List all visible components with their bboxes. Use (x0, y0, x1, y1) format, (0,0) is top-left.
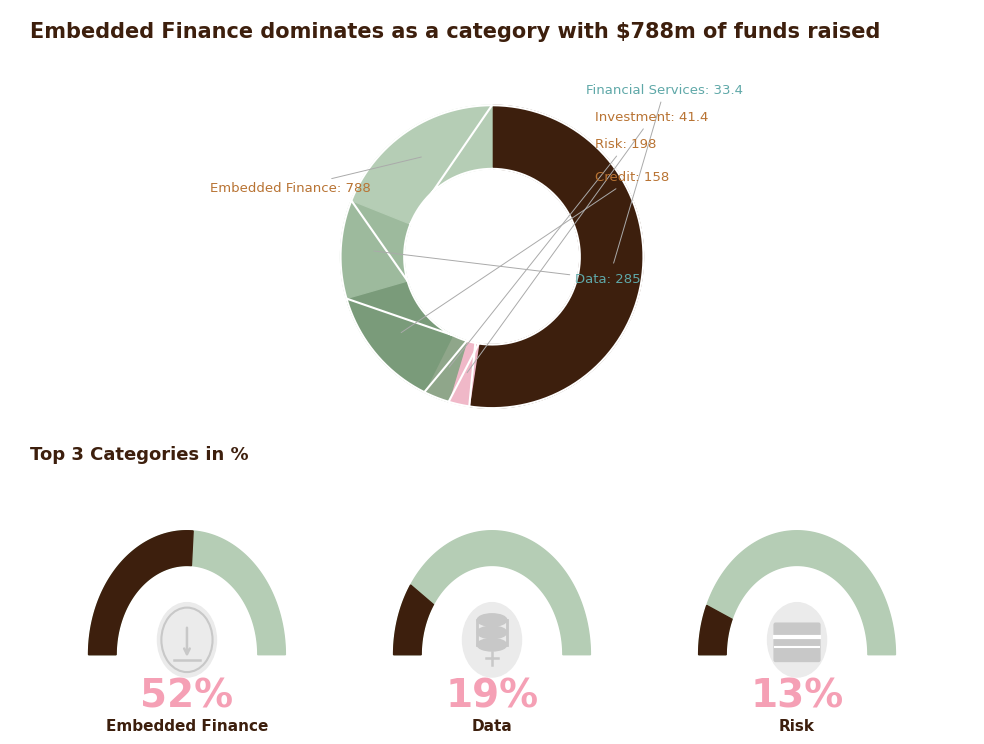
Ellipse shape (477, 638, 507, 651)
Polygon shape (394, 530, 590, 655)
Text: 52%: 52% (141, 677, 233, 715)
Polygon shape (424, 336, 466, 402)
Ellipse shape (477, 614, 507, 626)
Circle shape (768, 603, 827, 677)
Text: Financial Services: 33.4: Financial Services: 33.4 (585, 83, 743, 263)
Circle shape (157, 603, 216, 677)
Polygon shape (449, 341, 479, 406)
Polygon shape (699, 606, 732, 655)
Text: Risk: Risk (779, 719, 815, 734)
Polygon shape (89, 530, 285, 655)
Text: Investment: 41.4: Investment: 41.4 (467, 111, 708, 373)
Text: Risk: 198: Risk: 198 (449, 138, 656, 368)
Text: Data: Data (471, 719, 513, 734)
Text: Embedded Finance dominates as a category with $788m of funds raised: Embedded Finance dominates as a category… (30, 22, 880, 42)
Text: 13%: 13% (751, 677, 843, 715)
Text: 19%: 19% (446, 677, 538, 715)
Polygon shape (346, 281, 453, 392)
Circle shape (462, 603, 522, 677)
Polygon shape (394, 585, 433, 655)
Polygon shape (699, 530, 895, 655)
Ellipse shape (477, 626, 507, 638)
Text: Embedded Finance: 788: Embedded Finance: 788 (211, 157, 421, 195)
Polygon shape (351, 105, 492, 224)
Polygon shape (340, 200, 410, 298)
Text: Data: 285: Data: 285 (374, 251, 641, 286)
Text: Embedded Finance: Embedded Finance (105, 719, 269, 734)
Polygon shape (89, 530, 193, 655)
Text: Top 3 Categories in %: Top 3 Categories in % (30, 446, 248, 464)
Polygon shape (469, 105, 644, 408)
Text: Credit: 158: Credit: 158 (401, 171, 669, 333)
FancyBboxPatch shape (773, 623, 821, 662)
